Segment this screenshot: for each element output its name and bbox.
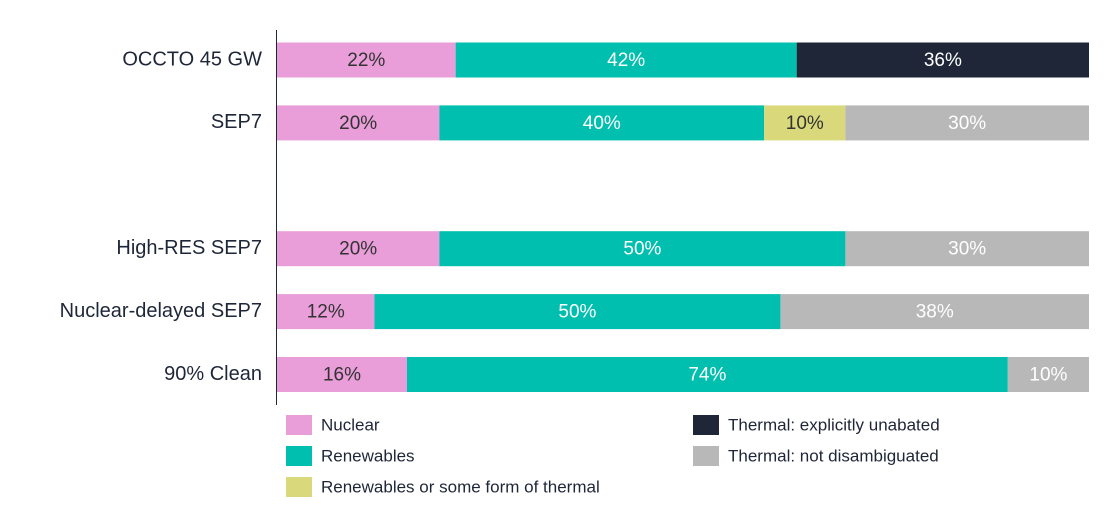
category-label: OCCTO 45 GW	[122, 48, 262, 70]
value-label: 22%	[347, 50, 385, 71]
value-label: 20%	[339, 239, 377, 260]
bar-segment	[277, 105, 440, 141]
bar-segment	[277, 294, 375, 330]
bar-segment	[439, 105, 765, 141]
legend-label: Renewables	[321, 446, 415, 465]
value-label: 16%	[323, 365, 361, 386]
bar-segment	[439, 231, 846, 267]
legend-swatch	[286, 446, 312, 466]
value-label: 10%	[1029, 365, 1067, 386]
value-label: 50%	[558, 302, 596, 323]
value-label: 30%	[948, 239, 986, 260]
bar-segment	[277, 231, 440, 267]
bar-segment	[780, 294, 1089, 330]
value-label: 40%	[583, 113, 621, 134]
legend-swatch	[286, 415, 312, 435]
legend-label: Thermal: explicitly unabated	[728, 415, 940, 434]
value-label: 20%	[339, 113, 377, 134]
bar-segment	[845, 231, 1089, 267]
value-label: 38%	[916, 302, 954, 323]
legend-swatch	[693, 415, 719, 435]
bar-segment	[277, 357, 407, 392]
value-label: 30%	[948, 113, 986, 134]
value-label: 12%	[307, 302, 345, 323]
bar-segment	[374, 294, 781, 330]
legend-label: Nuclear	[321, 415, 380, 434]
value-label: 50%	[623, 239, 661, 260]
category-label: High-RES SEP7	[116, 237, 262, 259]
legend-label: Thermal: not disambiguated	[728, 446, 939, 465]
category-label: Nuclear-delayed SEP7	[60, 300, 262, 322]
value-label: 42%	[607, 50, 645, 71]
legend-swatch	[286, 477, 312, 497]
value-label: 74%	[688, 365, 726, 386]
bar-segment	[406, 357, 1008, 392]
bar-segment	[764, 105, 846, 141]
value-label: 36%	[924, 50, 962, 71]
bar-segment	[796, 42, 1089, 78]
legend-label: Renewables or some form of thermal	[321, 477, 600, 496]
bar-segment	[455, 42, 797, 78]
category-label: 90% Clean	[164, 363, 262, 385]
bar-segment	[1007, 357, 1089, 392]
category-label: SEP7	[211, 111, 262, 133]
bar-segment	[277, 42, 456, 78]
bar-segment	[845, 105, 1089, 141]
value-label: 10%	[786, 113, 824, 134]
legend-swatch	[693, 446, 719, 466]
